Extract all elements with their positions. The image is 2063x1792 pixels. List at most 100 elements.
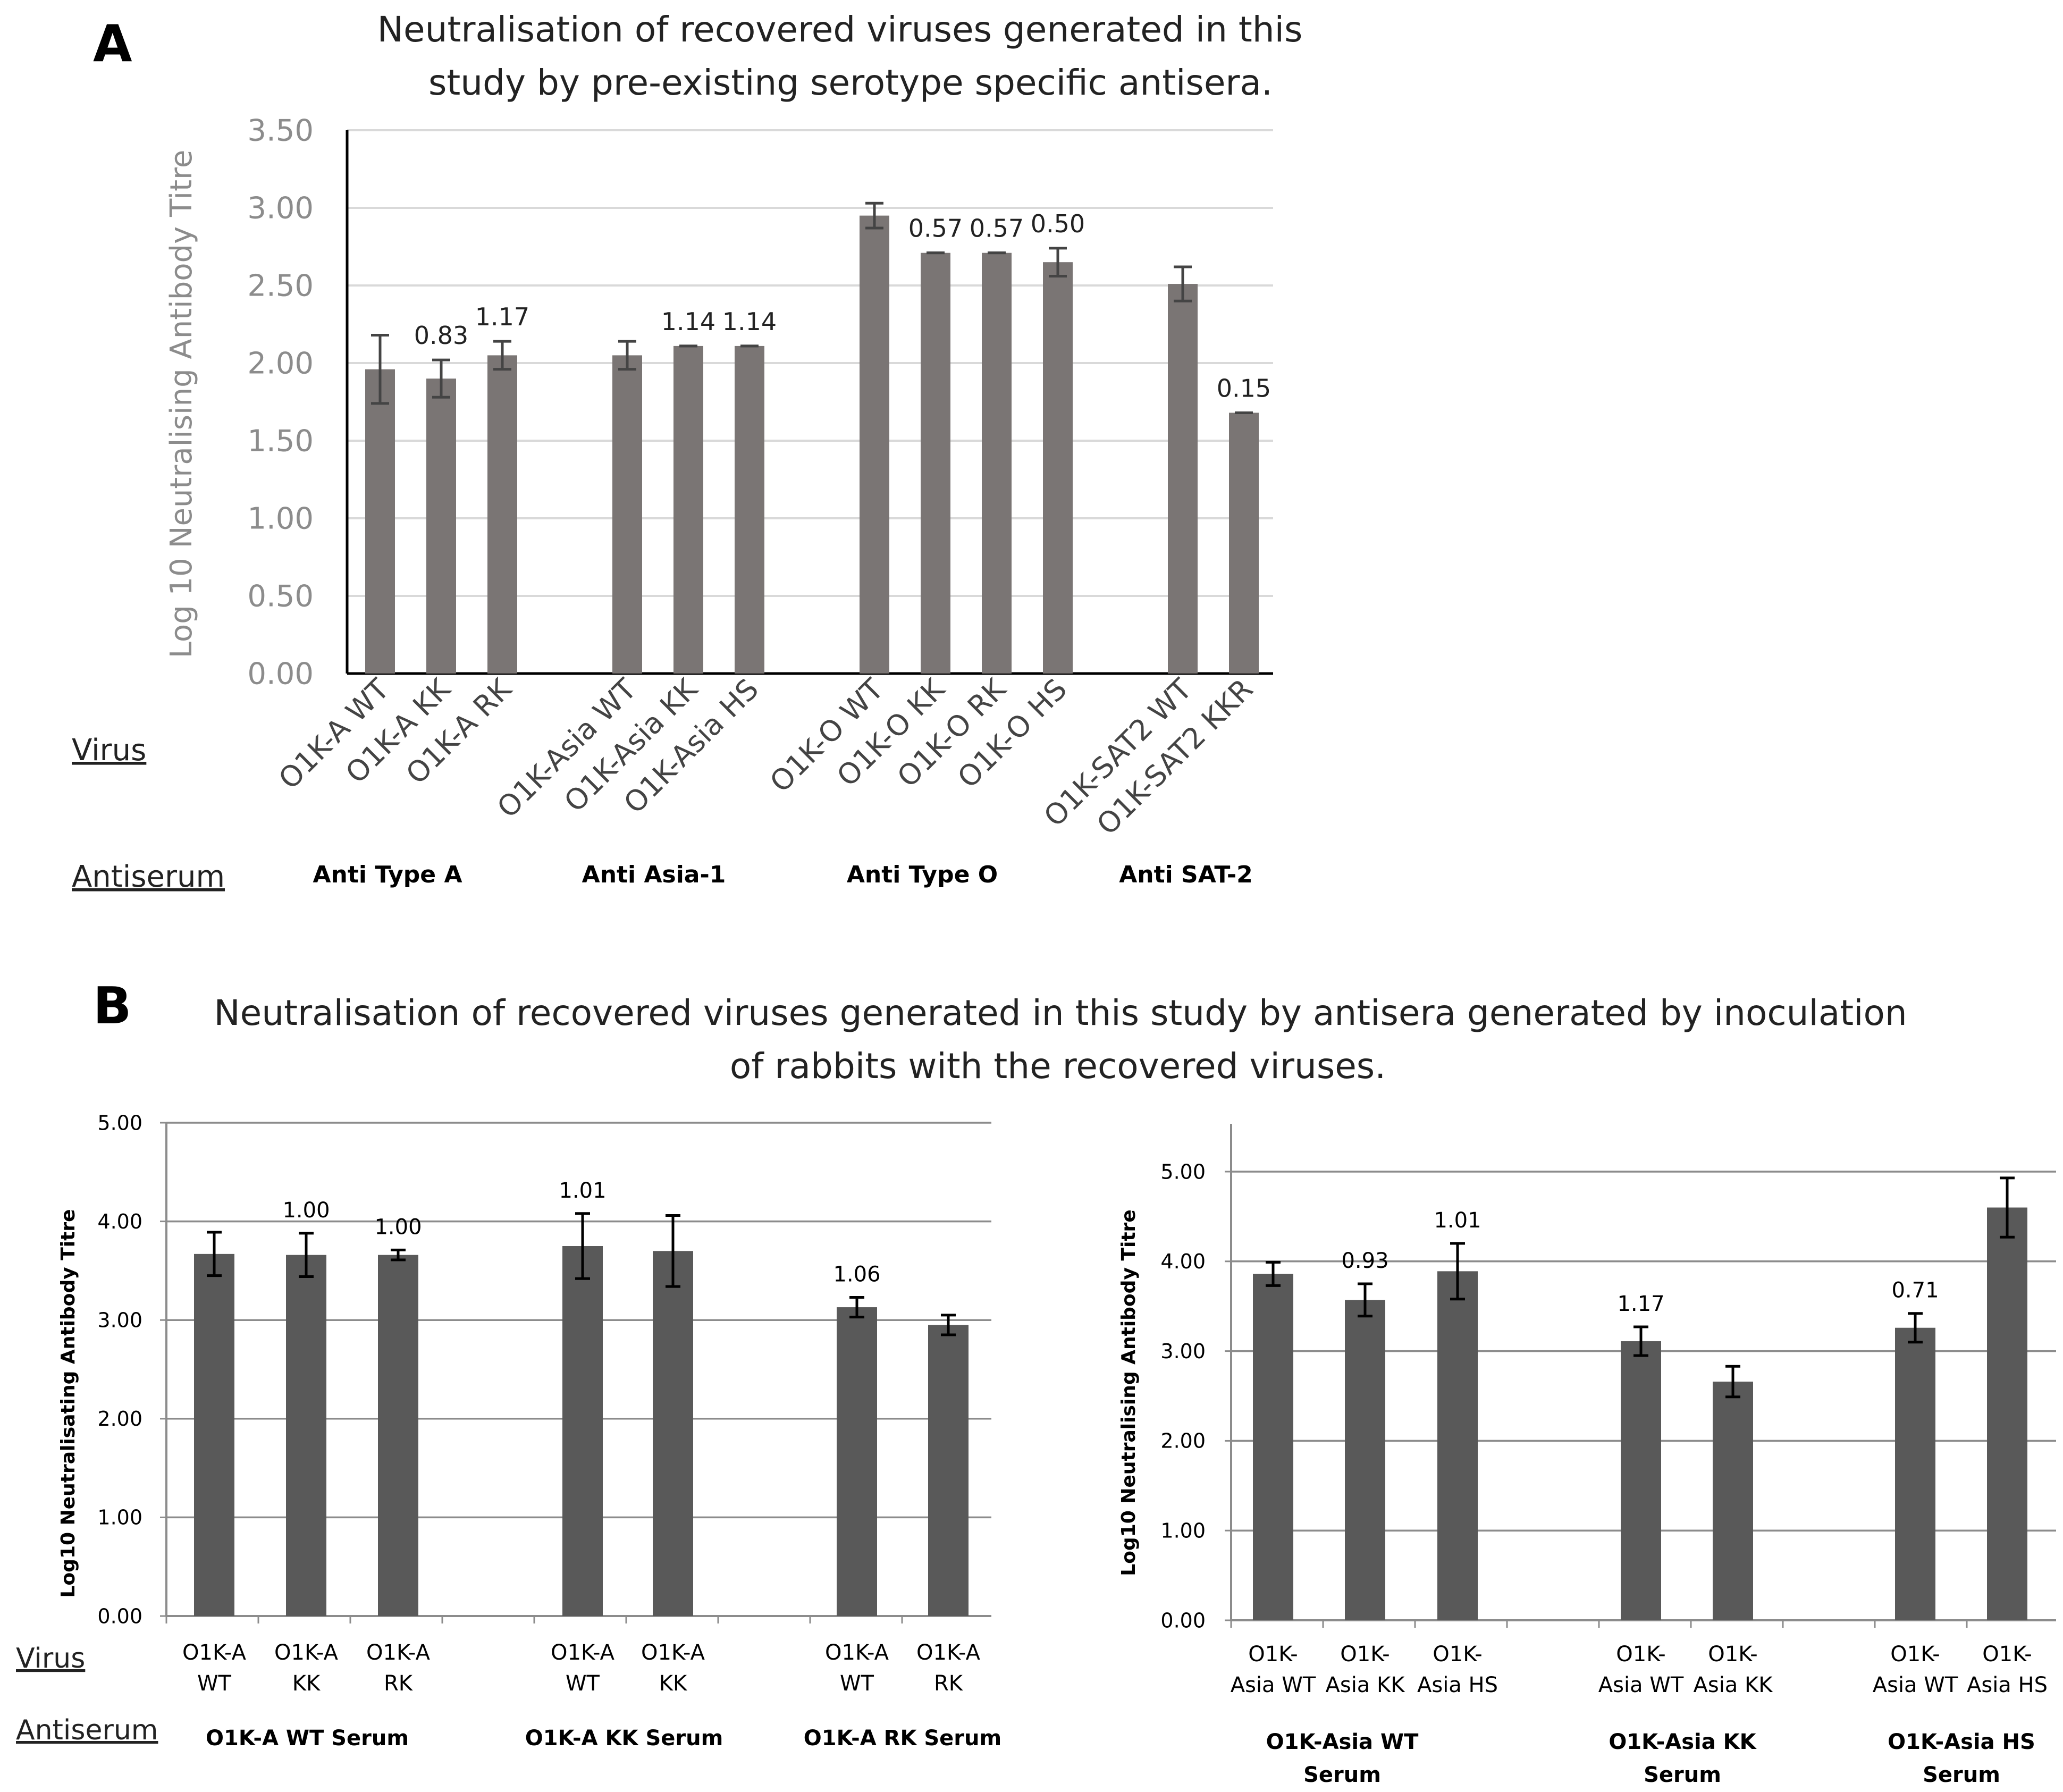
y-tick-label: 1.00 [1160,1519,1206,1543]
bar [860,215,889,674]
y-tick-label: 0.00 [1160,1609,1206,1632]
y-axis-label: Log 10 Neutralising Antibody Titre [164,150,199,659]
chart-b-right: 0.00 1.00 2.00 3.00 4.00 5.00 Log10 Neutralisi… [1118,1124,2056,1787]
data-label: 1.01 [1434,1208,1481,1233]
y-tick-label: 5.00 [97,1111,142,1134]
bar [1168,284,1198,674]
panel-b-title-line1: Neutralisation of recovered viruses gene… [214,992,1907,1033]
bar [365,369,395,674]
data-label: 1.14 [722,307,777,336]
group-label: Anti SAT-2 [1119,861,1253,888]
x-tick-label: O1K-Asia WT [1231,1642,1316,1697]
y-tick-label: 0.00 [97,1604,142,1628]
x-tick-label: O1K-A RK [366,1640,431,1696]
group-label: O1K-Asia HS Serum [1888,1730,2035,1787]
y-tick-label: 4.00 [1160,1250,1206,1273]
bar [1253,1274,1293,1620]
y-tick-label: 0.00 [247,657,314,692]
bar [837,1307,877,1616]
data-label: 0.57 [908,214,963,243]
y-tick-label: 3.00 [1160,1340,1206,1363]
panel-a-letter: A [93,15,132,73]
data-label: 1.00 [374,1215,422,1239]
y-tick-label: 2.50 [247,269,314,304]
x-tick-label: O1K-A WT [551,1640,615,1696]
x-tick-label: O1K-A KK [274,1640,339,1696]
panel-b-virus-label: Virus [16,1643,85,1675]
bar [487,355,517,674]
data-label: 1.14 [661,307,715,336]
y-tick-label: 3.50 [247,114,314,148]
group-label: Anti Type O [847,861,998,888]
bar [378,1255,418,1616]
bar [1043,262,1073,674]
data-label: 1.17 [475,302,529,331]
data-label: 0.57 [970,214,1024,243]
bar [1713,1381,1753,1620]
bar [612,355,642,674]
bar [426,378,456,674]
bar [1437,1271,1478,1620]
group-label: Anti Type A [313,861,462,888]
x-tick-label: O1K-Asia WT [1598,1642,1684,1697]
y-tick-label: 2.00 [97,1407,142,1431]
data-label: 0.83 [414,321,468,350]
bar [982,253,1012,674]
data-label: 0.15 [1217,374,1271,402]
y-axis-label: Log10 Neutralisating Antibody Titre [57,1209,79,1598]
bar [194,1253,234,1616]
x-tick-label: O1K-Asia HS [1417,1642,1498,1697]
data-label: 1.17 [1617,1292,1664,1316]
data-label: 1.01 [559,1179,606,1203]
y-tick-label: 3.00 [97,1309,142,1332]
panel-a-antiserum-label: Antiserum [72,860,225,894]
y-tick-label: 1.00 [247,502,314,536]
bar [673,346,703,674]
chart-b-left: 0.00 1.00 2.00 3.00 4.00 5.00 Log10 Neutralisa… [57,1111,1001,1751]
y-axis-label: Log10 Neutralising Antibody Titre [1118,1209,1140,1576]
bar [921,253,950,674]
x-tick-label: O1K-Asia WT [1873,1642,1958,1697]
x-tick-label: O1K-Asia KK [1693,1642,1773,1697]
y-tick-label: 1.00 [97,1506,142,1529]
y-tick-label: 5.00 [1160,1160,1206,1183]
x-tick-label: O1K-A KK [641,1640,705,1696]
panel-b-letter: B [93,977,131,1036]
bar [562,1246,603,1616]
bar [735,346,764,674]
group-label: O1K-A KK Serum [525,1726,723,1751]
bar [653,1251,693,1616]
group-label: O1K-Asia KK Serum [1609,1730,1757,1787]
x-tick-label: O1K-Asia KK [1325,1642,1405,1697]
data-label: 0.93 [1341,1249,1388,1273]
x-tick-label: O1K-A WT [825,1640,889,1696]
data-label: 1.00 [282,1198,330,1223]
panel-a-title-line2: study by pre-existing serotype specific … [428,62,1273,103]
panel-a-title-line1: Neutralisation of recovered viruses gene… [377,9,1303,50]
bar [928,1325,969,1616]
x-tick-label: O1K-A RK [916,1640,981,1696]
y-tick-label: 1.50 [247,424,314,459]
x-tick-label: O1K-A WT [182,1640,247,1696]
y-tick-label: 4.00 [97,1210,142,1233]
bar [1229,413,1259,674]
chart-a: 0.00 0.50 1.00 1.50 2.00 2.50 3.00 3.50 Log 10 N… [164,114,1273,888]
bar [1987,1207,2027,1620]
y-tick-label: 2.00 [1160,1429,1206,1453]
panel-b-antiserum-label: Antiserum [16,1714,158,1746]
bar [1895,1327,1935,1620]
panel-b-title-line2: of rabbits with the recovered viruses. [730,1046,1386,1087]
group-label: O1K-A WT Serum [206,1726,409,1751]
group-label: O1K-Asia WT Serum [1266,1730,1419,1787]
y-tick-label: 0.50 [247,579,314,614]
panel-a-virus-label: Virus [72,733,146,768]
bar [1345,1300,1385,1620]
y-tick-label: 2.00 [247,347,314,381]
data-label: 1.06 [833,1263,880,1287]
bar [286,1255,326,1616]
x-tick-label: O1K-Asia HS [1967,1642,2048,1697]
bar [1621,1341,1661,1620]
data-label: 0.71 [1891,1278,1939,1303]
y-tick-label: 3.00 [247,191,314,226]
